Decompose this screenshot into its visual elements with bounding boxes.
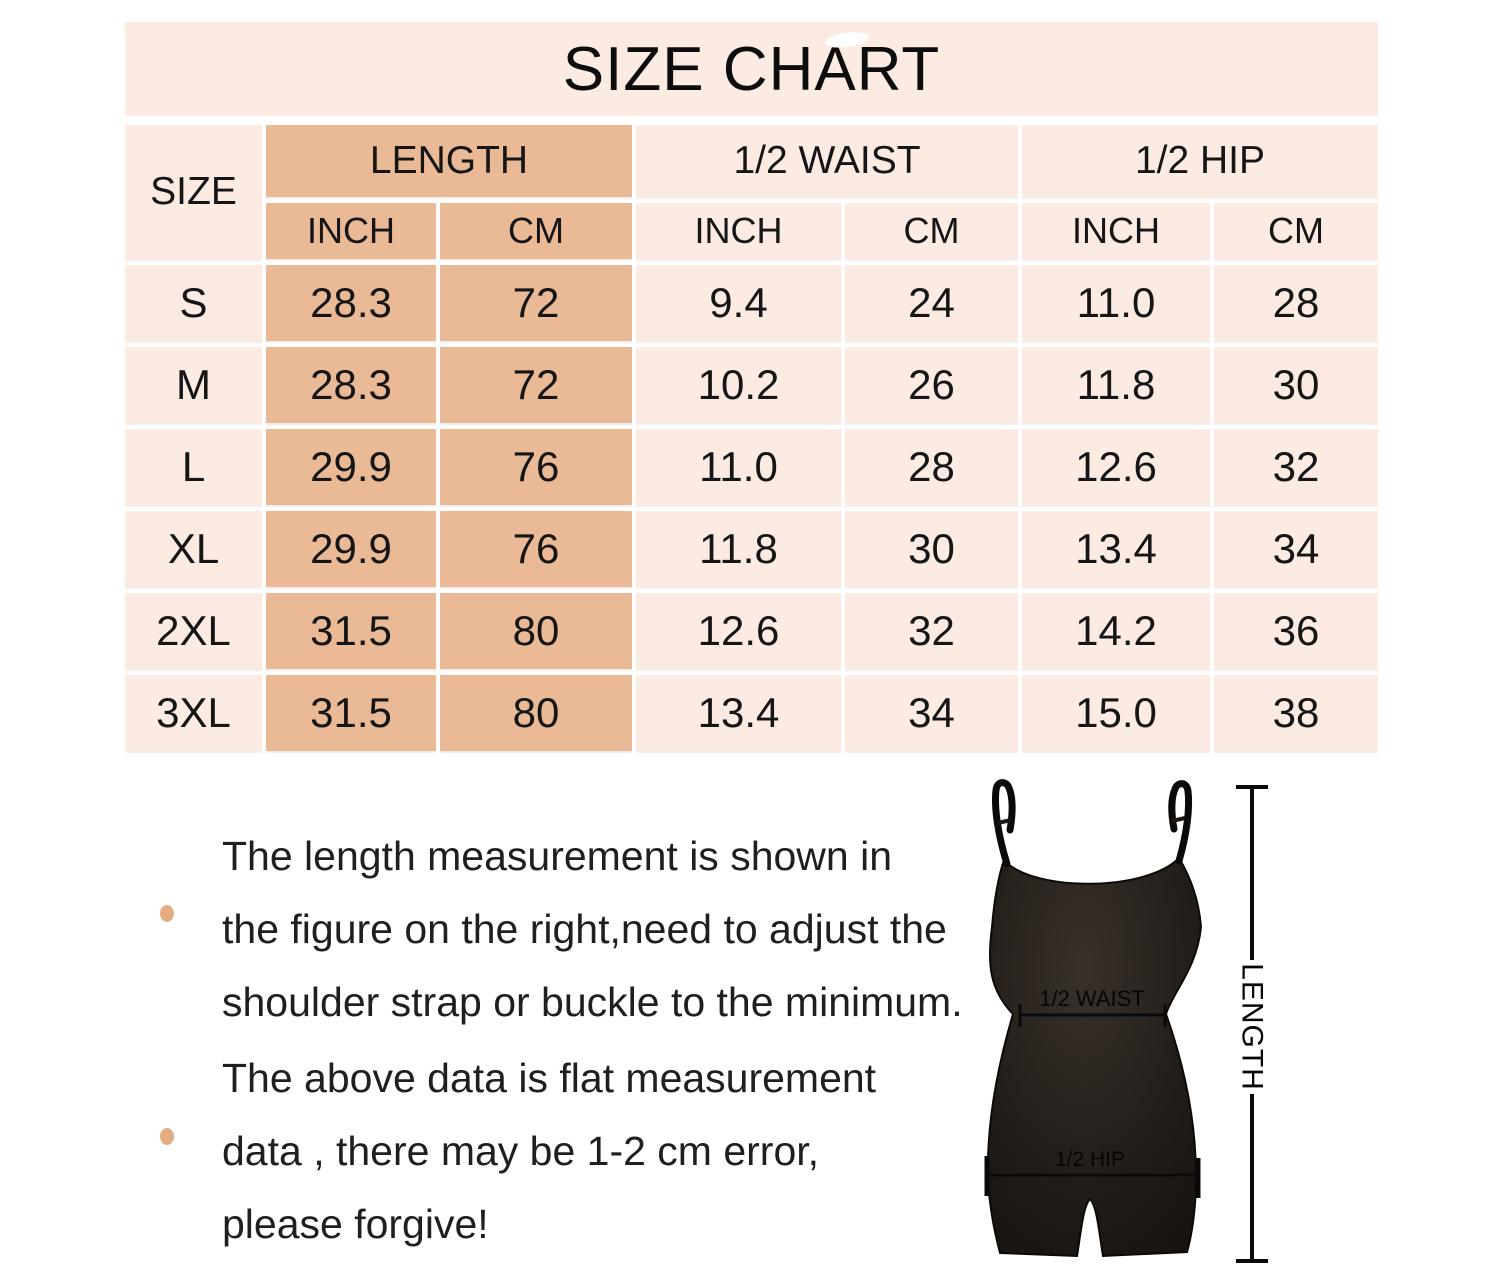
right-strap-adjuster	[1171, 816, 1186, 823]
note-line: the figure on the right,need to adjust t…	[222, 906, 947, 952]
note-line: please forgive!	[222, 1201, 489, 1247]
table-cell: 80	[440, 593, 632, 669]
row-label: L	[125, 429, 262, 505]
size-table: SIZE LENGTH 1/2 WAIST 1/2 HIP INCH CM IN…	[125, 125, 1378, 751]
table-cell: 28.3	[266, 347, 436, 423]
table-cell: 80	[440, 675, 632, 751]
unit-header: CM	[1214, 203, 1378, 259]
bullet-icon	[160, 1128, 174, 1145]
table-cell: 28.3	[266, 265, 436, 341]
size-column-header: SIZE	[125, 125, 262, 259]
note-line: data , there may be 1-2 cm error,	[222, 1128, 820, 1174]
table-cell: 12.6	[1022, 429, 1210, 505]
table-cell: 30	[1214, 347, 1378, 423]
table-cell: 34	[845, 675, 1018, 751]
bodysuit-silhouette	[986, 856, 1203, 1258]
table-cell: 72	[440, 265, 632, 341]
unit-header: INCH	[266, 203, 436, 259]
table-cell: 10.2	[636, 347, 841, 423]
table-cell: 12.6	[636, 593, 841, 669]
table-cell: 31.5	[266, 675, 436, 751]
table-cell: 13.4	[1022, 511, 1210, 587]
table-cell: 28	[845, 429, 1018, 505]
left-strap	[992, 779, 1016, 868]
table-cell: 28	[1214, 265, 1378, 341]
row-label: XL	[125, 511, 262, 587]
table-cell: 76	[440, 511, 632, 587]
table-cell: 14.2	[1022, 593, 1210, 669]
table-cell: 31.5	[266, 593, 436, 669]
row-label: 2XL	[125, 593, 262, 669]
table-cell: 38	[1214, 675, 1378, 751]
table-cell: 26	[845, 347, 1018, 423]
note-flat-measurement: The above data is flat measurement data …	[222, 1042, 876, 1261]
row-label: 3XL	[125, 675, 262, 751]
table-cell: 15.0	[1022, 675, 1210, 751]
table-cell: 9.4	[636, 265, 841, 341]
title-bar: SIZE CHART	[125, 22, 1378, 116]
table-cell: 72	[440, 347, 632, 423]
table-cell: 34	[1214, 511, 1378, 587]
unit-header: CM	[440, 203, 632, 259]
hip-label: 1/2 HIP	[1055, 1148, 1125, 1171]
table-cell: 11.0	[636, 429, 841, 505]
table-cell: 11.8	[636, 511, 841, 587]
note-line: The above data is flat measurement	[222, 1055, 877, 1101]
table-cell: 76	[440, 429, 632, 505]
note-length-measurement: The length measurement is shown in the f…	[222, 820, 963, 1039]
unit-header: INCH	[636, 203, 841, 259]
unit-header: INCH	[1022, 203, 1210, 259]
length-label: LENGTH	[1236, 963, 1269, 1091]
row-label: M	[125, 347, 262, 423]
waist-label: 1/2 WAIST	[1039, 986, 1145, 1011]
table-cell: 11.0	[1022, 265, 1210, 341]
table-cell: 36	[1214, 593, 1378, 669]
note-line: The length measurement is shown in	[222, 833, 893, 879]
unit-header: CM	[845, 203, 1018, 259]
table-cell: 32	[1214, 429, 1378, 505]
left-strap-adjuster	[997, 818, 1012, 825]
table-cell: 30	[845, 511, 1018, 587]
table-cell: 29.9	[266, 429, 436, 505]
table-cell: 11.8	[1022, 347, 1210, 423]
page-title: SIZE CHART	[562, 34, 941, 104]
table-cell: 24	[845, 265, 1018, 341]
right-strap	[1168, 780, 1193, 865]
note-line: shoulder strap or buckle to the minimum.	[222, 979, 963, 1025]
table-cell: 32	[845, 593, 1018, 669]
table-cell: 13.4	[636, 675, 841, 751]
row-label: S	[125, 265, 262, 341]
group-header-length: LENGTH	[266, 125, 632, 197]
bullet-icon	[160, 905, 174, 922]
table-cell: 29.9	[266, 511, 436, 587]
bodysuit-figure: 1/2 WAIST 1/2 HIP LENGTH	[984, 779, 1269, 1263]
group-header-hip: 1/2 HIP	[1022, 125, 1378, 197]
group-header-waist: 1/2 WAIST	[636, 125, 1018, 197]
